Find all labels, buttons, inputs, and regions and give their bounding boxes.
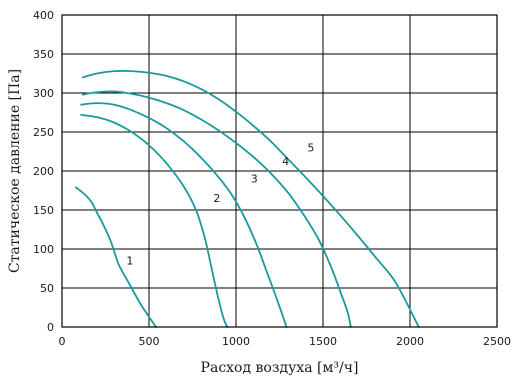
x-tick-label-2500: 2500	[483, 335, 511, 348]
y-tick-label-300: 300	[33, 87, 54, 100]
fan-curves	[75, 70, 420, 328]
y-tick-label-100: 100	[33, 243, 54, 256]
curve-labels: 1 2 3 4 5	[126, 142, 314, 268]
curve-label-5: 5	[307, 142, 314, 155]
curve-2	[80, 113, 229, 328]
x-tick-label-2000: 2000	[396, 335, 424, 348]
x-axis-label: Расход воздуха [м³/ч]	[201, 360, 359, 376]
curve-label-2: 2	[213, 192, 220, 205]
y-tick-label-400: 400	[33, 9, 54, 22]
plot-frame	[61, 14, 498, 328]
tick-labels: 0 500 1000 1500 2000 250005010015020025030035…	[33, 9, 511, 348]
x-tick-label-1000: 1000	[222, 335, 250, 348]
y-tick-label-150: 150	[33, 204, 54, 217]
y-tick-label-200: 200	[33, 165, 54, 178]
curve-label-1: 1	[126, 255, 133, 268]
curve-4	[81, 90, 352, 328]
y-tick-label-350: 350	[33, 48, 54, 61]
curve-label-4: 4	[282, 155, 289, 168]
curve-label-3: 3	[251, 173, 258, 186]
y-tick-label-0: 0	[47, 321, 54, 334]
x-tick-label-0: 0	[59, 335, 66, 348]
grid	[62, 15, 497, 327]
x-tick-label-500: 500	[139, 335, 160, 348]
curve-1	[75, 186, 157, 328]
curve-3	[80, 102, 288, 328]
x-tick-label-1500: 1500	[309, 335, 337, 348]
y-tick-label-250: 250	[33, 126, 54, 139]
y-axis-label: Статическое давление [Па]	[7, 69, 23, 273]
curve-5	[81, 70, 420, 328]
y-tick-label-50: 50	[40, 282, 54, 295]
